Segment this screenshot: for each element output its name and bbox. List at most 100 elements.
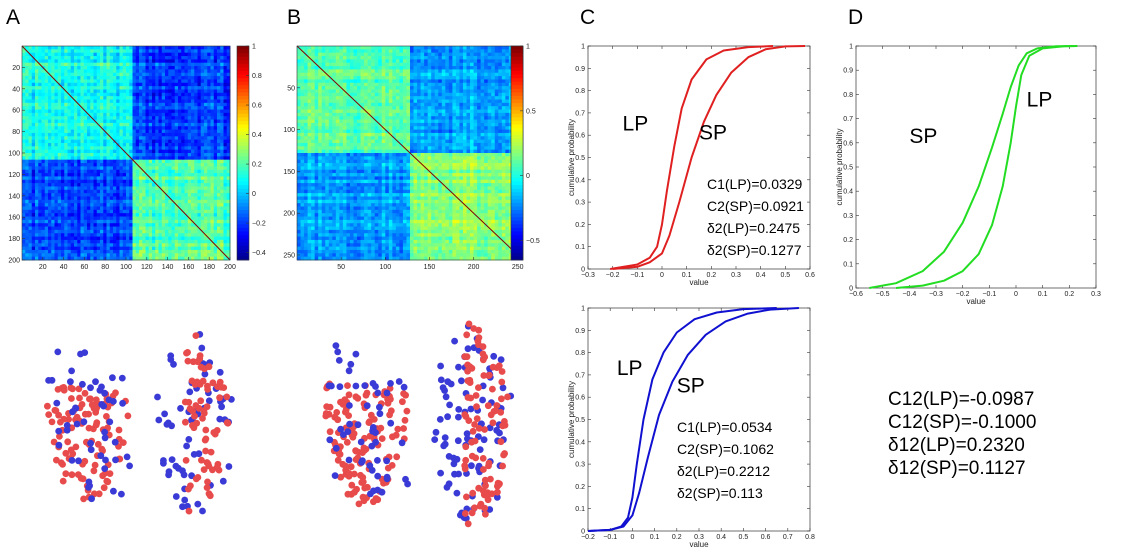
heatmap-cell <box>139 69 143 74</box>
heatmap-cell <box>197 196 202 201</box>
heatmap-cell <box>187 219 192 224</box>
heatmap-cell <box>191 153 195 157</box>
heatmap-cell <box>311 66 316 70</box>
heatmap-cell <box>83 66 88 70</box>
heatmap-cell <box>187 102 192 107</box>
heatmap-cell <box>132 236 137 241</box>
heatmap-cell <box>109 246 114 251</box>
heatmap-cell <box>226 173 231 177</box>
heatmap-cell <box>501 66 506 70</box>
heatmap-cell <box>174 196 179 201</box>
heatmap-cell <box>139 86 143 90</box>
heatmap-cell <box>113 199 117 204</box>
heatmap-cell <box>38 56 42 60</box>
heatmap-cell <box>148 82 153 87</box>
heatmap-cell <box>300 82 305 87</box>
heatmap-cell <box>204 46 208 50</box>
heatmap-cell <box>197 126 202 130</box>
heatmap-cell <box>197 253 202 258</box>
heatmap-cell <box>129 213 133 217</box>
heatmap-cell <box>410 79 414 84</box>
heatmap-cell <box>22 122 26 127</box>
heatmap-cell <box>174 159 179 164</box>
heatmap-cell <box>54 196 59 201</box>
heatmap-cell <box>44 142 49 147</box>
heatmap-cell <box>155 89 159 94</box>
heatmap-cell <box>417 82 421 87</box>
heatmap-cell <box>132 102 137 107</box>
heatmap-cell <box>473 59 478 64</box>
heatmap-cell <box>494 59 499 64</box>
heatmap-cell <box>145 46 150 50</box>
heatmap-cell <box>155 199 159 204</box>
colorbar-step <box>237 245 249 250</box>
heatmap-cell <box>197 96 202 100</box>
heatmap-cell <box>213 59 218 64</box>
heatmap-cell <box>87 96 91 100</box>
heatmap-cell <box>174 216 179 221</box>
heatmap-cell <box>67 193 72 197</box>
heatmap-cell <box>83 129 88 134</box>
heatmap-cell <box>67 203 72 207</box>
heatmap-cell <box>145 249 150 254</box>
heatmap-cell <box>109 153 114 157</box>
heatmap-cell <box>61 92 65 97</box>
heatmap-cell <box>161 163 166 167</box>
heatmap-cell <box>142 209 146 214</box>
heatmap-cell <box>67 76 72 80</box>
heatmap-cell <box>100 109 104 114</box>
heatmap-cell <box>90 52 94 57</box>
heatmap-cell <box>54 163 59 167</box>
heatmap-cell <box>184 112 189 117</box>
heatmap-cell <box>142 253 146 258</box>
heatmap-cell <box>93 136 98 141</box>
heatmap-cell <box>74 209 78 214</box>
heatmap-cell <box>64 206 68 211</box>
heatmap-cell <box>158 159 163 164</box>
heatmap-cell <box>148 226 153 231</box>
heatmap-cell <box>148 206 153 211</box>
heatmap-cell <box>427 62 432 67</box>
heatmap-cell <box>41 92 46 97</box>
heatmap-cell <box>448 59 453 64</box>
heatmap-cell <box>145 203 150 207</box>
heatmap-cell <box>83 179 88 184</box>
heatmap-cell <box>187 209 192 214</box>
heatmap-cell <box>119 179 124 184</box>
heatmap-cell <box>93 99 98 104</box>
heatmap-cell <box>142 132 146 137</box>
heatmap-cell <box>165 159 169 164</box>
heatmap-cell <box>217 186 221 191</box>
heatmap-cell <box>35 249 39 254</box>
heatmap-cell <box>44 223 49 227</box>
colorbar-step <box>237 46 249 50</box>
heatmap-cell <box>87 146 91 151</box>
heatmap-cell <box>168 49 172 54</box>
heatmap-cell <box>145 166 150 171</box>
heatmap-cell <box>360 49 365 54</box>
heatmap-cell <box>417 69 421 74</box>
heatmap-cell <box>161 166 166 171</box>
heatmap-cell <box>126 139 130 144</box>
heatmap-cell <box>226 156 231 161</box>
heatmap-cell <box>100 233 104 237</box>
heatmap-cell <box>28 109 33 114</box>
heatmap-cell <box>44 256 49 261</box>
heatmap-cell <box>165 112 169 117</box>
heatmap-cell <box>83 76 88 80</box>
heatmap-cell <box>129 173 133 177</box>
heatmap-cell <box>57 139 62 144</box>
heatmap-cell <box>161 52 166 57</box>
heatmap-cell <box>44 246 49 251</box>
heatmap-cell <box>44 206 49 211</box>
heatmap-cell <box>204 203 208 207</box>
heatmap-cell <box>321 49 326 54</box>
heatmap-cell <box>357 76 361 80</box>
heatmap-cell <box>113 146 117 151</box>
heatmap-cell <box>473 52 478 57</box>
heatmap-cell <box>126 156 130 161</box>
heatmap-cell <box>197 69 202 74</box>
heatmap-cell <box>304 86 308 90</box>
heatmap-cell <box>25 116 29 120</box>
heatmap-cell <box>51 163 55 167</box>
